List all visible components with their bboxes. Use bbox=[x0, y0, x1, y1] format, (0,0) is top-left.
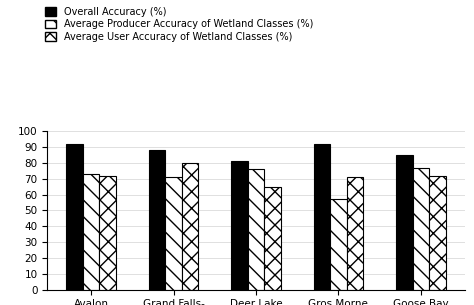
Bar bbox=[248, 169, 264, 290]
Bar bbox=[182, 163, 198, 290]
Legend: Overall Accuracy (%), Average Producer Accuracy of Wetland Classes (%), Average : Overall Accuracy (%), Average Producer A… bbox=[43, 5, 316, 44]
Bar bbox=[346, 177, 363, 290]
Bar bbox=[66, 144, 83, 290]
Bar bbox=[231, 161, 248, 290]
Bar bbox=[429, 176, 446, 290]
Bar bbox=[100, 176, 116, 290]
Bar bbox=[165, 177, 182, 290]
Bar bbox=[264, 187, 281, 290]
Bar bbox=[330, 199, 346, 290]
Bar bbox=[83, 174, 100, 290]
Bar bbox=[412, 168, 429, 290]
Bar bbox=[149, 150, 165, 290]
Bar bbox=[314, 144, 330, 290]
Bar bbox=[396, 155, 412, 290]
